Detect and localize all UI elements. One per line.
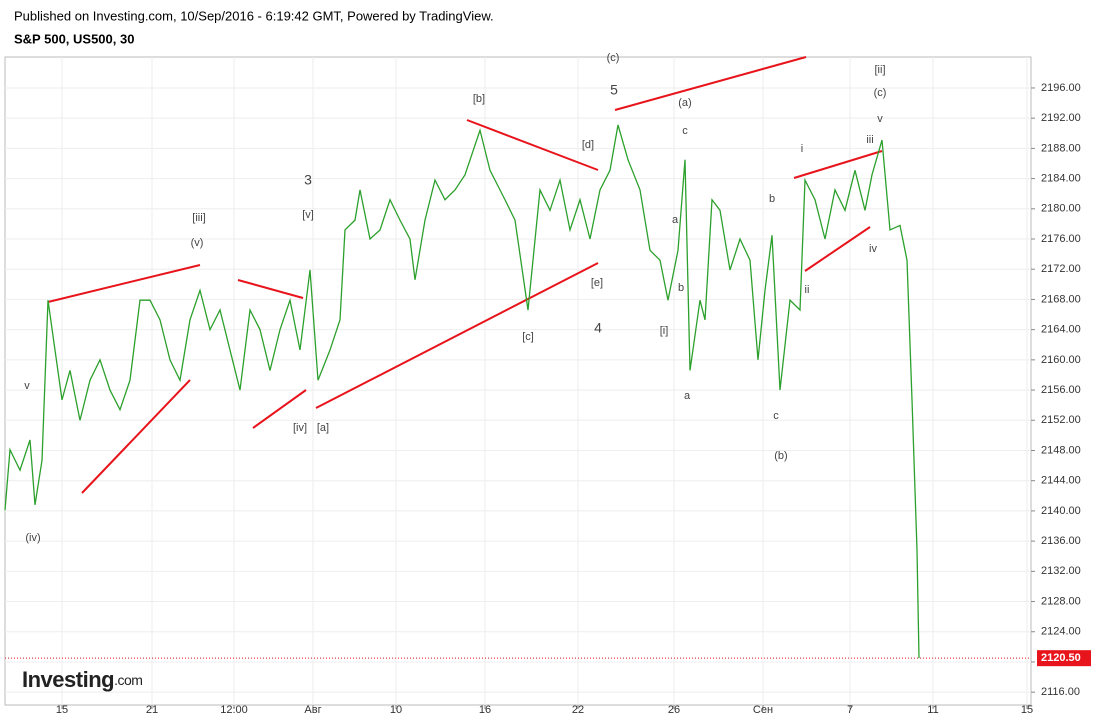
wave-label: b: [678, 282, 684, 294]
y-tick-label: 2196.00: [1041, 82, 1081, 94]
x-tick-label: 11: [927, 704, 938, 716]
wave-label: [iv]: [293, 422, 307, 434]
x-tick-label: 15: [56, 704, 68, 716]
wave-label: c: [773, 410, 779, 422]
x-tick-label: Сен: [753, 704, 773, 716]
trend-line: [614, 56, 807, 111]
watermark-main: Investing: [22, 667, 114, 692]
trend-line: [237, 279, 304, 299]
last-price-box: [1037, 650, 1091, 667]
x-tick-label: 22: [572, 704, 584, 716]
last-price-label: 2120.50: [1041, 652, 1081, 664]
y-tick-label: 2116.00: [1041, 686, 1080, 698]
x-tick-label: 16: [479, 704, 491, 716]
wave-label: [a]: [317, 422, 329, 434]
wave-label: [ii]: [875, 64, 886, 76]
trend-lines: [47, 56, 883, 494]
y-tick-label: 2180.00: [1041, 203, 1081, 215]
wave-label: v: [877, 113, 883, 125]
y-tick-label: 2188.00: [1041, 142, 1081, 154]
y-tick-label: 2172.00: [1041, 263, 1081, 275]
x-tick-label: 15: [1021, 704, 1033, 716]
wave-label: a: [672, 214, 679, 226]
trend-line: [315, 262, 599, 409]
wave-labels: (iv) v [iii] (v) 3 [v] [iv] [a] [b] [c] …: [24, 52, 886, 544]
wave-label: (iv): [25, 532, 40, 544]
wave-label: c: [682, 125, 688, 137]
grid: [5, 57, 1031, 705]
x-tick-label: 21: [146, 704, 158, 716]
published-note: Published on Investing.com, 10/Sep/2016 …: [14, 8, 494, 23]
x-tick-label: 7: [847, 704, 853, 716]
wave-label: [iii]: [192, 212, 205, 224]
wave-label: i: [801, 143, 803, 155]
y-tick-label: 2164.00: [1041, 324, 1081, 336]
y-tick-label: 2184.00: [1041, 173, 1081, 185]
watermark: Investing.com: [22, 667, 142, 692]
wave-label: [e]: [591, 277, 603, 289]
y-tick-label: 2156.00: [1041, 384, 1081, 396]
wave-label: 3: [304, 172, 312, 188]
wave-label: b: [769, 193, 775, 205]
trend-line: [81, 379, 191, 494]
trend-line: [466, 119, 599, 171]
x-tick-label: 10: [390, 704, 402, 716]
price-line: [4, 124, 920, 659]
wave-label: iv: [869, 243, 877, 255]
wave-label: [v]: [302, 209, 314, 221]
wave-label: [i]: [660, 325, 669, 337]
wave-label: [d]: [582, 139, 594, 151]
y-tick-label: 2124.00: [1041, 626, 1081, 638]
wave-label: (c): [874, 87, 887, 99]
x-tick-label: 12:00: [220, 704, 248, 716]
wave-label: v: [24, 380, 30, 392]
wave-label: (b): [774, 450, 787, 462]
y-tick-label: 2128.00: [1041, 595, 1081, 607]
trend-line: [793, 150, 883, 179]
wave-label: iii: [866, 134, 873, 146]
trend-line: [47, 264, 201, 303]
wave-label: a: [684, 390, 691, 402]
y-tick-label: 2140.00: [1041, 505, 1081, 517]
y-tick-label: 2176.00: [1041, 233, 1081, 245]
wave-label: (a): [678, 97, 691, 109]
watermark-suffix: .com: [114, 672, 142, 688]
y-tick-label: 2136.00: [1041, 535, 1081, 547]
trend-line: [252, 389, 307, 429]
x-tick-label: 26: [668, 704, 680, 716]
y-tick-label: 2132.00: [1041, 565, 1081, 577]
trend-line: [804, 226, 871, 272]
y-tick-label: 2148.00: [1041, 444, 1081, 456]
y-tick-label: 2152.00: [1041, 414, 1081, 426]
y-tick-label: 2160.00: [1041, 354, 1081, 366]
chart-title: S&P 500, US500, 30: [14, 31, 134, 46]
wave-label: (c): [607, 52, 620, 64]
plot-frame: [4, 56, 1032, 706]
y-tick-label: 2168.00: [1041, 293, 1081, 305]
wave-label: 4: [594, 320, 602, 336]
wave-label: [b]: [473, 93, 485, 105]
y-tick-label: 2192.00: [1041, 112, 1081, 124]
wave-label: (v): [191, 237, 204, 249]
x-tick-label: Авг: [304, 704, 321, 716]
wave-label: ii: [805, 284, 810, 296]
wave-label: [c]: [522, 331, 534, 343]
y-tick-label: 2144.00: [1041, 475, 1081, 487]
wave-label: 5: [610, 82, 618, 98]
